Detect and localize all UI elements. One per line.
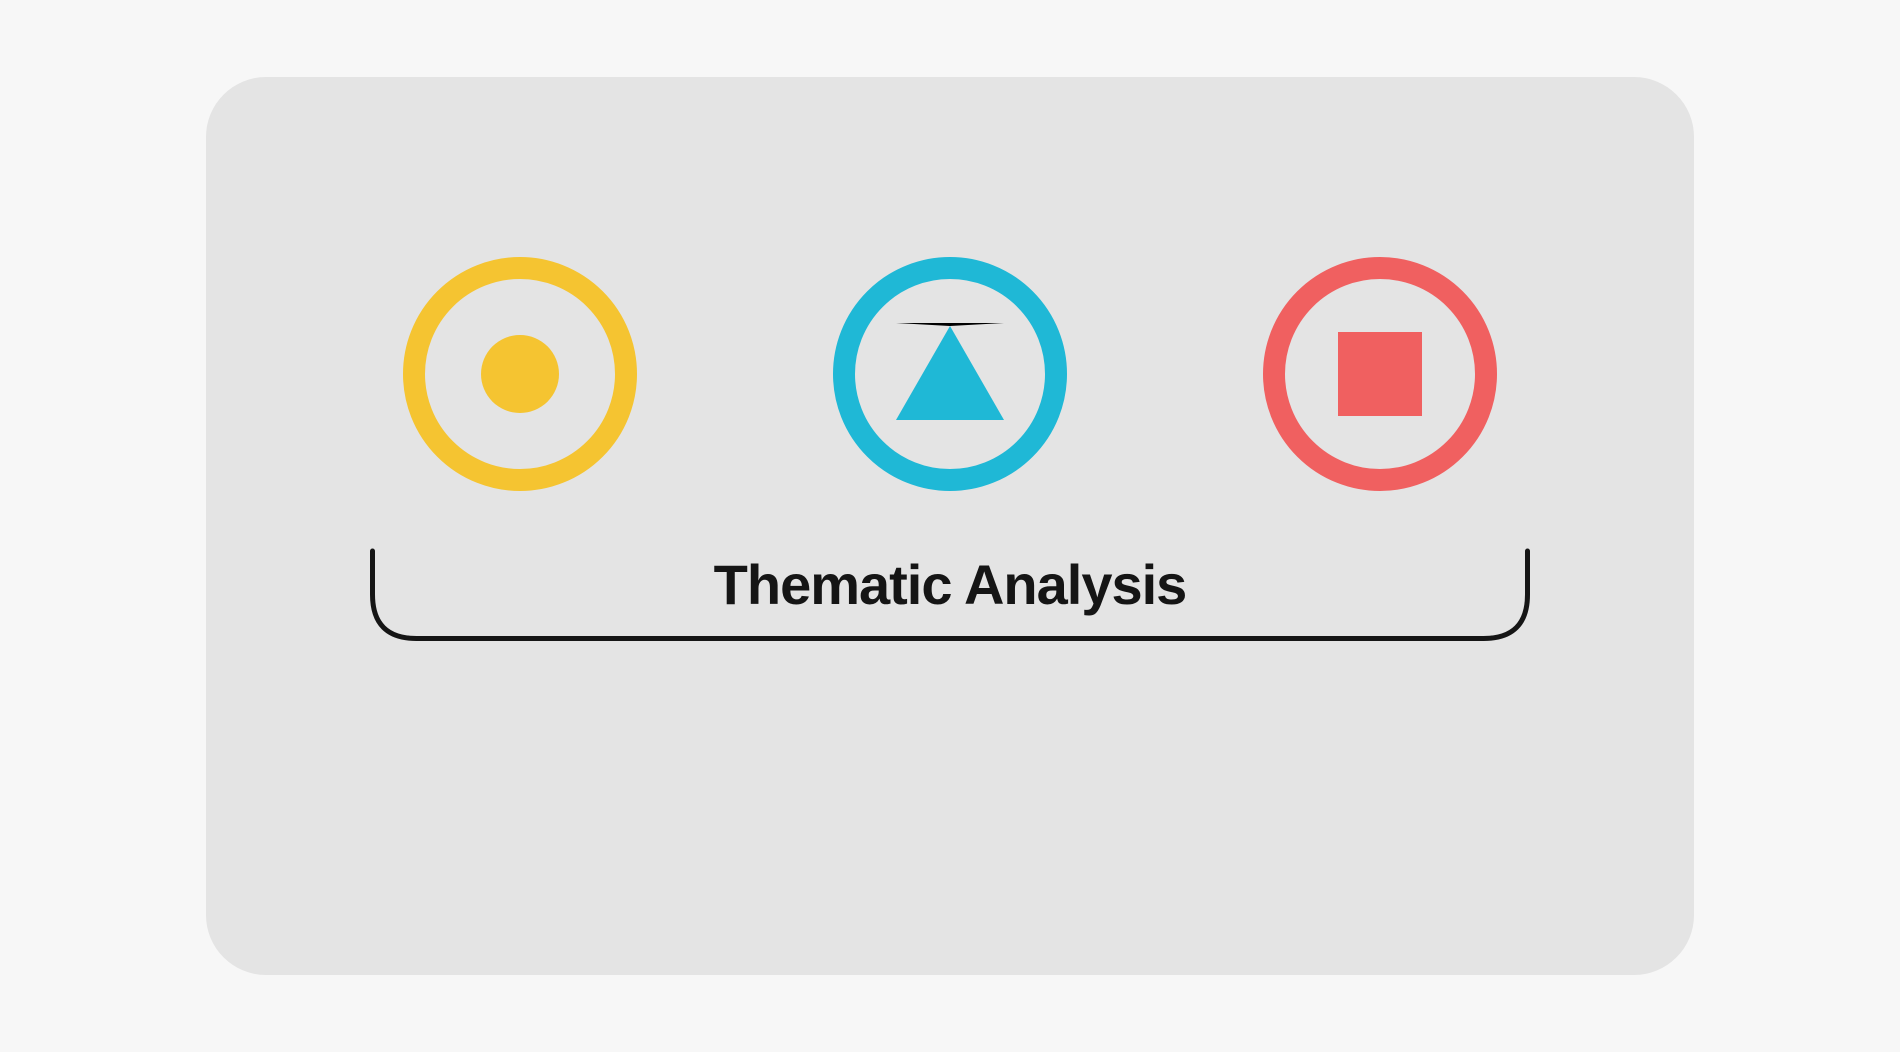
symbol-row — [403, 257, 1497, 491]
triangle-symbol-inner-icon — [896, 323, 1004, 420]
diagram-panel: Thematic Analysis — [206, 77, 1694, 975]
triangle-symbol-ring — [833, 257, 1067, 491]
square-symbol-inner-icon — [1338, 332, 1422, 416]
circle-symbol-inner-icon — [481, 335, 559, 413]
circle-symbol-ring — [403, 257, 637, 491]
bracket-group: Thematic Analysis — [368, 547, 1532, 643]
square-symbol-ring — [1263, 257, 1497, 491]
diagram-title: Thematic Analysis — [686, 552, 1215, 617]
